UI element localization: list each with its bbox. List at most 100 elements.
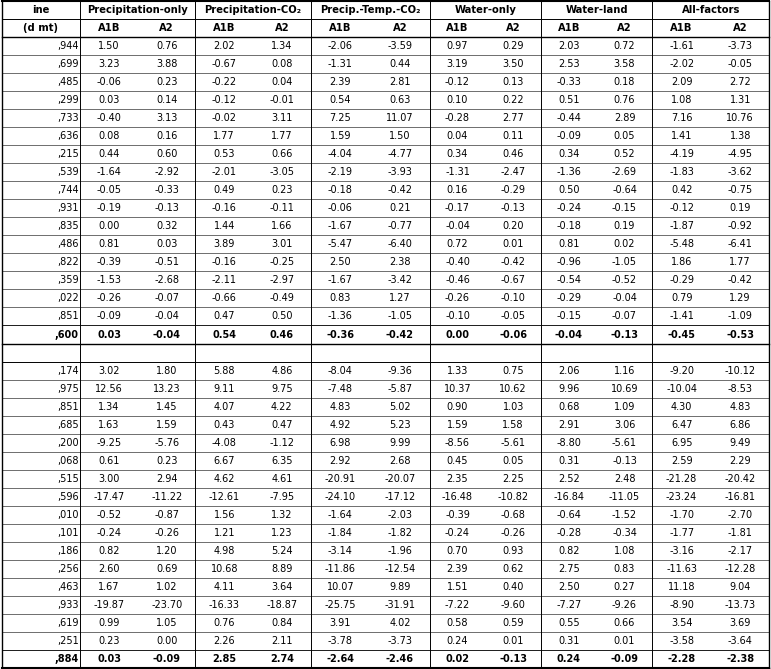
Text: 0.97: 0.97 [446,41,468,52]
Text: 0.04: 0.04 [271,78,292,88]
Text: ,835: ,835 [57,221,79,231]
Text: 10.76: 10.76 [726,113,754,123]
Text: A2: A2 [506,23,520,33]
Text: -16.81: -16.81 [725,492,756,502]
Text: -3.42: -3.42 [387,276,412,286]
Text: -25.75: -25.75 [325,599,356,609]
Text: 0.66: 0.66 [614,617,635,628]
Text: 4.61: 4.61 [271,474,292,484]
Text: -0.24: -0.24 [445,528,470,538]
Text: 3.01: 3.01 [271,240,292,250]
Text: -2.92: -2.92 [154,167,179,177]
Text: 4.11: 4.11 [214,581,235,591]
Text: 2.75: 2.75 [558,563,580,573]
Text: 0.44: 0.44 [389,60,411,70]
Text: -12.61: -12.61 [209,492,240,502]
Text: ,299: ,299 [57,96,79,106]
Text: ,933: ,933 [57,599,79,609]
Text: -5.61: -5.61 [612,438,637,448]
Text: -0.16: -0.16 [212,203,237,213]
Text: 0.68: 0.68 [558,401,580,411]
Text: -2.69: -2.69 [612,167,637,177]
Text: 9.11: 9.11 [214,383,235,393]
Text: -3.59: -3.59 [387,41,412,52]
Text: (d mt): (d mt) [23,23,59,33]
Text: -0.51: -0.51 [154,258,179,268]
Text: 0.60: 0.60 [156,149,177,159]
Text: -20.07: -20.07 [384,474,416,484]
Text: 6.35: 6.35 [271,456,292,466]
Text: A1B: A1B [329,23,352,33]
Text: -0.67: -0.67 [500,276,526,286]
Text: 0.79: 0.79 [671,294,692,304]
Text: -0.04: -0.04 [555,330,583,339]
Text: ,485: ,485 [57,78,79,88]
Text: 0.42: 0.42 [671,185,692,195]
Text: 0.63: 0.63 [389,96,411,106]
Text: 11.18: 11.18 [668,581,695,591]
Text: 0.54: 0.54 [212,330,236,339]
Text: 2.74: 2.74 [270,654,294,664]
Text: 2.59: 2.59 [671,456,692,466]
Text: -16.48: -16.48 [442,492,473,502]
Text: A2: A2 [733,23,748,33]
Text: 4.30: 4.30 [671,401,692,411]
Text: 0.43: 0.43 [214,419,235,429]
Text: -11.05: -11.05 [609,492,640,502]
Text: ine: ine [32,5,49,15]
Text: -1.81: -1.81 [728,528,752,538]
Text: 0.24: 0.24 [446,636,468,646]
Text: 1.02: 1.02 [156,581,177,591]
Text: 0.58: 0.58 [446,617,468,628]
Text: -7.22: -7.22 [445,599,470,609]
Text: 2.68: 2.68 [389,456,411,466]
Text: -31.91: -31.91 [385,599,416,609]
Text: -0.04: -0.04 [154,312,179,322]
Text: -0.75: -0.75 [728,185,752,195]
Text: 10.62: 10.62 [500,383,527,393]
Text: 1.20: 1.20 [156,546,177,556]
Text: ,884: ,884 [55,654,79,664]
Text: A2: A2 [160,23,174,33]
Text: ,486: ,486 [57,240,79,250]
Text: 0.82: 0.82 [558,546,580,556]
Text: -5.48: -5.48 [669,240,694,250]
Text: 1.34: 1.34 [271,41,292,52]
Text: -11.63: -11.63 [666,563,697,573]
Text: -0.12: -0.12 [212,96,237,106]
Text: -0.16: -0.16 [212,258,237,268]
Text: 0.22: 0.22 [503,96,524,106]
Text: -0.09: -0.09 [96,312,122,322]
Text: -0.25: -0.25 [269,258,295,268]
Text: -0.13: -0.13 [611,330,638,339]
Text: 0.46: 0.46 [503,149,524,159]
Text: -0.40: -0.40 [96,113,122,123]
Text: 3.11: 3.11 [271,113,292,123]
Text: -0.18: -0.18 [557,221,581,231]
Text: -0.53: -0.53 [726,330,754,339]
Text: 1.08: 1.08 [614,546,635,556]
Text: -0.26: -0.26 [96,294,122,304]
Text: 1.32: 1.32 [271,510,292,520]
Text: -9.20: -9.20 [669,365,694,375]
Text: 0.00: 0.00 [99,221,120,231]
Text: 1.63: 1.63 [99,419,120,429]
Text: -3.14: -3.14 [328,546,353,556]
Text: -20.91: -20.91 [325,474,356,484]
Text: 0.99: 0.99 [99,617,120,628]
Text: -2.28: -2.28 [668,654,695,664]
Text: -2.47: -2.47 [500,167,526,177]
Text: ,699: ,699 [57,60,79,70]
Text: 1.05: 1.05 [156,617,177,628]
Text: 2.91: 2.91 [558,419,580,429]
Text: -2.03: -2.03 [387,510,412,520]
Text: -0.04: -0.04 [445,221,470,231]
Text: -1.52: -1.52 [612,510,637,520]
Text: -1.61: -1.61 [669,41,694,52]
Text: -3.64: -3.64 [728,636,752,646]
Text: 0.47: 0.47 [214,312,235,322]
Text: -8.53: -8.53 [728,383,752,393]
Text: -0.52: -0.52 [96,510,122,520]
Text: -9.36: -9.36 [388,365,412,375]
Text: 9.96: 9.96 [558,383,580,393]
